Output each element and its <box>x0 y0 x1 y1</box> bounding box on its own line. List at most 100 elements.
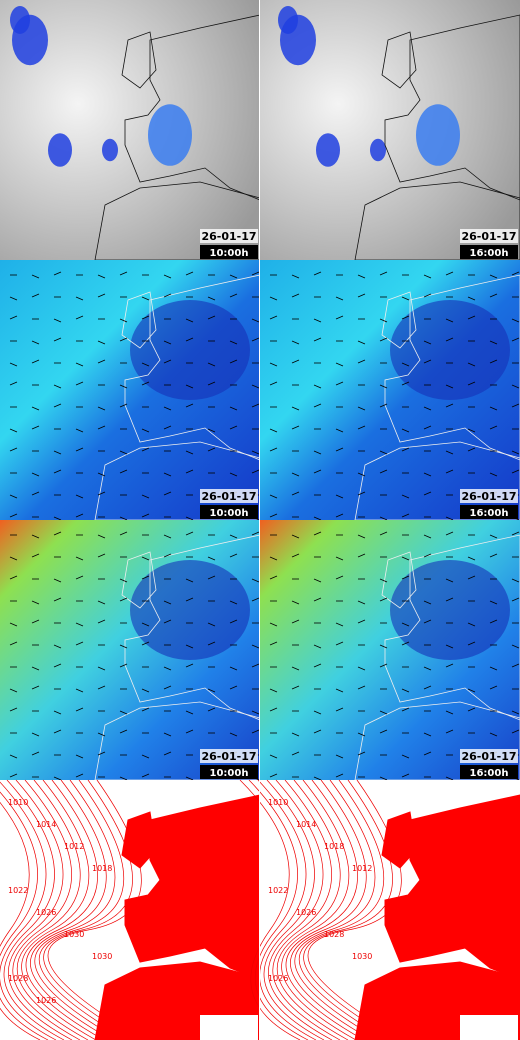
wind-arrow <box>511 271 520 276</box>
wind-arrow <box>291 274 300 279</box>
wind-arrow <box>251 531 260 536</box>
wind-arrow <box>401 315 410 320</box>
wind-arrow <box>313 271 322 276</box>
wind-arrow <box>357 472 366 477</box>
date-label: 26-01-17 <box>461 490 516 503</box>
wind-arrow <box>141 641 150 646</box>
wind-arrow <box>251 469 260 474</box>
wind-arrow <box>445 384 454 389</box>
wind-arrow <box>379 318 388 323</box>
wind-arrow <box>163 600 172 605</box>
wind-arrow <box>423 751 432 756</box>
wind-arrow <box>313 597 322 602</box>
isobar-label: 1018 <box>324 842 344 851</box>
wind-arrow <box>445 729 454 734</box>
wind-arrow <box>97 425 106 430</box>
wind-arrow <box>251 403 260 408</box>
wind-arrow <box>269 754 278 759</box>
wind-arrow <box>251 271 260 276</box>
wind-arrow <box>269 513 278 518</box>
time-box <box>200 245 258 259</box>
wind-arrow <box>53 403 62 408</box>
wind-arrow <box>251 663 260 668</box>
wind-arrow <box>313 729 322 734</box>
wind-arrow <box>445 516 454 521</box>
wind-arrow <box>229 340 238 345</box>
wind-arrow <box>163 491 172 496</box>
isobar-label: 1026 <box>36 908 56 917</box>
wind-arrow <box>119 318 128 323</box>
wind-arrow <box>467 707 476 712</box>
wind-field <box>390 560 510 660</box>
wind-arrow <box>467 641 476 646</box>
wind-arrow <box>9 622 18 627</box>
time-label: 16:00h <box>470 768 509 779</box>
wind-arrow <box>207 556 216 561</box>
wind-arrow <box>119 663 128 668</box>
wind-arrow <box>467 575 476 580</box>
wind-arrow <box>31 406 40 411</box>
wind-arrow <box>313 450 322 455</box>
wind-arrow <box>269 707 278 712</box>
wind-arrow <box>185 663 194 668</box>
wind-arrow <box>335 773 344 778</box>
wind-arrow <box>445 710 454 715</box>
wind-arrow <box>423 685 432 690</box>
wind-arrow <box>185 337 194 342</box>
wind-arrow <box>75 296 84 301</box>
wind-arrow <box>9 362 18 367</box>
wind-arrow <box>379 450 388 455</box>
wind-arrow <box>291 293 300 298</box>
wind-arrow <box>31 359 40 364</box>
wind-arrow <box>75 556 84 561</box>
wind-arrow <box>313 516 322 521</box>
date-label: 26-01-17 <box>201 750 256 763</box>
wind-arrow <box>291 600 300 605</box>
wind-arrow <box>207 641 216 646</box>
wind-arrow <box>313 531 322 536</box>
wind-arrow <box>335 447 344 452</box>
wind-arrow <box>75 447 84 452</box>
wind-arrow <box>445 578 454 583</box>
wind-arrow <box>53 469 62 474</box>
wind-arrow <box>9 688 18 693</box>
wind-arrow <box>75 707 84 712</box>
wind-arrow <box>119 710 128 715</box>
wind-arrow <box>511 578 520 583</box>
wind-arrow <box>119 271 128 276</box>
isobar <box>0 781 57 1040</box>
wind-arrow <box>141 381 150 386</box>
wind-arrow <box>251 450 260 455</box>
wind-arrow <box>75 513 84 518</box>
wind-arrow <box>357 732 366 737</box>
wind-field <box>130 300 250 400</box>
wind-arrow <box>53 516 62 521</box>
precip-area <box>148 104 192 166</box>
wind-arrow <box>467 381 476 386</box>
wind-arrow <box>119 597 128 602</box>
wind-arrow <box>423 425 432 430</box>
isobar <box>17 779 89 1040</box>
wind-arrow <box>269 641 278 646</box>
wind-arrow <box>53 710 62 715</box>
isobar <box>257 779 317 1040</box>
wind-field <box>130 560 250 660</box>
wind-arrow <box>401 362 410 367</box>
map-panel: 26-01-17 10:00h <box>0 520 261 781</box>
map-panel: 26-01-17 10:00h <box>0 260 261 521</box>
wind-arrow <box>291 425 300 430</box>
wind-arrow <box>75 381 84 386</box>
wind-arrow <box>379 516 388 521</box>
wind-arrow <box>163 685 172 690</box>
isobar-label: 1010 <box>268 798 288 807</box>
wind-arrow <box>291 472 300 477</box>
wind-arrow <box>379 729 388 734</box>
isobar <box>21 779 97 1040</box>
time-box <box>460 245 518 259</box>
wind-arrow <box>401 622 410 627</box>
wind-arrow <box>97 340 106 345</box>
wind-arrow <box>313 578 322 583</box>
wind-arrow <box>489 619 498 624</box>
isobar-label: 1028 <box>8 974 28 983</box>
wind-arrow <box>119 337 128 342</box>
